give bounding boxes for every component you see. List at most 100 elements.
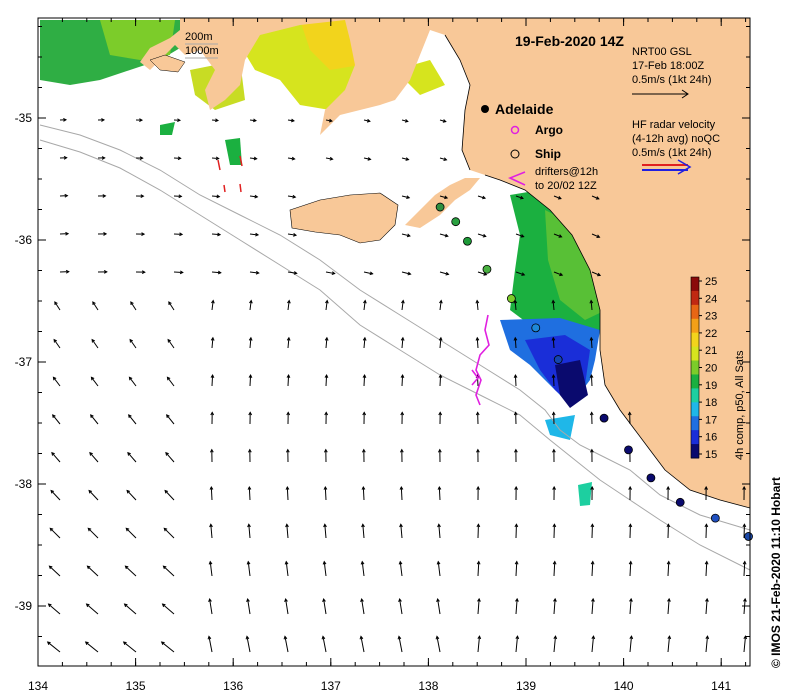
velocity-arrow <box>629 561 632 577</box>
velocity-arrow <box>553 195 562 200</box>
velocity-arrowhead <box>551 411 556 416</box>
colorbar-segment <box>691 304 699 320</box>
velocity-arrowhead <box>331 271 336 275</box>
radar-legend-arrowhead <box>677 159 692 175</box>
velocity-arrowhead <box>248 411 253 416</box>
velocity-arrowhead <box>217 232 222 237</box>
velocity-arrowhead <box>437 448 442 453</box>
velocity-arrowhead <box>361 523 365 528</box>
velocity-arrow <box>591 598 594 615</box>
velocity-arrowhead <box>324 336 329 341</box>
velocity-arrow <box>363 300 366 311</box>
velocity-arrowhead <box>328 118 333 123</box>
velocity-arrow <box>590 375 593 387</box>
velocity-arrow <box>129 376 137 387</box>
y-tick-label: -39 <box>15 599 33 613</box>
velocity-arrowhead <box>179 232 184 237</box>
sst-patch-south <box>545 415 575 440</box>
velocity-arrow <box>323 561 327 577</box>
velocity-arrow <box>360 636 365 653</box>
velocity-arrowhead <box>102 194 107 198</box>
velocity-arrow <box>436 636 441 653</box>
velocity-arrowhead <box>101 118 106 122</box>
velocity-arrowhead <box>557 196 562 200</box>
velocity-arrowhead <box>65 269 70 274</box>
velocity-arrowhead <box>360 598 364 603</box>
velocity-arrowhead <box>209 485 214 490</box>
velocity-arrowhead <box>405 157 410 161</box>
velocity-arrow <box>363 157 371 160</box>
velocity-arrow <box>438 486 441 501</box>
velocity-arrow <box>287 157 295 160</box>
velocity-arrowhead <box>361 485 366 490</box>
velocity-arrow <box>514 375 517 387</box>
velocity-arrow <box>125 565 137 577</box>
colorbar-label: 4h comp, p50, All Sats <box>734 350 746 460</box>
velocity-arrow <box>363 271 373 275</box>
velocity-arrowhead <box>126 489 131 494</box>
velocity-arrowhead <box>438 411 443 416</box>
colorbar-segment <box>691 346 699 362</box>
velocity-arrow <box>401 195 410 199</box>
sst-patch-south-2 <box>578 482 592 506</box>
velocity-arrow <box>362 524 365 539</box>
velocity-arrow <box>438 524 441 539</box>
velocity-arrowhead <box>442 119 447 123</box>
velocity-arrowhead <box>590 448 594 453</box>
velocity-arrow <box>87 565 99 577</box>
velocity-arrowhead <box>252 118 257 123</box>
velocity-arrow <box>477 195 486 199</box>
velocity-arrow <box>165 452 175 463</box>
velocity-arrow <box>166 414 175 425</box>
velocity-arrowhead <box>247 485 252 490</box>
x-tick-label: 138 <box>418 679 438 693</box>
velocity-arrowhead <box>291 156 296 161</box>
velocity-arrowhead <box>130 301 134 306</box>
velocity-arrow <box>125 527 137 539</box>
velocity-arrow <box>168 301 175 311</box>
island-west <box>149 54 186 73</box>
velocity-arrow <box>211 375 214 387</box>
y-tick-label: -35 <box>15 111 33 125</box>
velocity-arrowhead <box>210 336 215 341</box>
velocity-arrow <box>591 636 595 653</box>
velocity-arrowhead <box>477 635 482 640</box>
velocity-arrow <box>514 300 517 311</box>
velocity-arrowhead <box>84 641 89 646</box>
velocity-arrowhead <box>401 299 405 304</box>
velocity-arrowhead <box>590 560 595 565</box>
velocity-arrow <box>211 233 221 236</box>
velocity-arrowhead <box>90 376 95 381</box>
velocity-arrow <box>552 300 555 311</box>
x-tick-label: 140 <box>614 679 634 693</box>
velocity-arrow <box>211 157 219 160</box>
velocity-arrowhead <box>438 374 443 379</box>
place-label: Adelaide <box>495 101 554 117</box>
ship-marker <box>553 355 563 364</box>
velocity-arrow <box>476 337 479 349</box>
velocity-arrowhead <box>140 194 145 198</box>
velocity-arrow <box>52 414 61 425</box>
velocity-arrowhead <box>514 448 518 453</box>
sst-patch-small-2 <box>225 138 242 165</box>
velocity-arrow <box>248 524 251 539</box>
velocity-arrow <box>85 641 99 653</box>
velocity-arrowhead <box>360 560 365 565</box>
velocity-arrowhead <box>161 603 166 608</box>
velocity-arrowhead <box>628 485 632 490</box>
ship-marker <box>624 445 633 455</box>
velocity-arrow <box>128 414 137 425</box>
velocity-arrowhead <box>362 411 367 416</box>
velocity-arrowhead <box>589 299 594 304</box>
velocity-arrow <box>126 490 137 501</box>
velocity-arrowhead <box>124 565 129 570</box>
velocity-arrowhead <box>515 597 519 602</box>
velocity-arrowhead <box>178 194 183 199</box>
velocity-arrow <box>325 271 335 275</box>
velocity-arrow <box>124 603 137 615</box>
velocity-arrow <box>629 636 633 653</box>
velocity-arrow <box>88 490 99 501</box>
velocity-arrowhead <box>514 523 519 528</box>
velocity-arrow <box>211 195 220 198</box>
velocity-arrowhead <box>128 414 132 419</box>
